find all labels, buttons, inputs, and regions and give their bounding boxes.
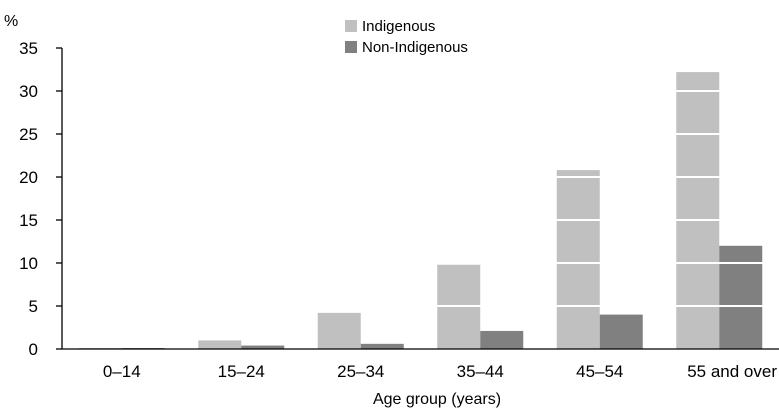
y-tick-label: 25 — [19, 125, 38, 144]
bar-non-indigenous — [719, 245, 763, 349]
bar-indigenous — [556, 170, 600, 349]
legend-swatch — [345, 20, 357, 32]
legend: Indigenous Non-Indigenous — [345, 18, 468, 56]
bar-indigenous — [676, 72, 720, 349]
bar-non-indigenous — [360, 343, 404, 349]
x-axis-title: Age group (years) — [373, 391, 501, 408]
gridlines — [63, 47, 779, 307]
x-axis: 0–14 15–24 25–34 35–44 45–54 55 and over — [62, 348, 779, 381]
bar-non-indigenous — [480, 330, 524, 349]
x-tick-label: 15–24 — [218, 362, 265, 381]
legend-label: Non-Indigenous — [362, 39, 468, 56]
y-unit-label: % — [4, 13, 18, 30]
bar-non-indigenous — [599, 314, 643, 349]
y-tick-label: 30 — [19, 82, 38, 101]
x-tick-label: 0–14 — [103, 362, 141, 381]
y-tick-label: 10 — [19, 254, 38, 273]
legend-label: Indigenous — [362, 18, 435, 35]
x-tick-label: 55 and over — [687, 362, 777, 381]
y-axis: 0 5 10 15 20 25 30 35 — [19, 39, 63, 359]
x-tick-label: 35–44 — [457, 362, 504, 381]
legend-swatch — [345, 41, 357, 53]
y-tick-label: 35 — [19, 39, 38, 58]
y-tick-label: 20 — [19, 168, 38, 187]
y-tick-label: 5 — [29, 297, 38, 316]
bars — [78, 72, 763, 349]
x-tick-label: 45–54 — [576, 362, 623, 381]
bar-non-indigenous — [241, 345, 285, 349]
y-tick-label: 15 — [19, 211, 38, 230]
y-tick-label: 0 — [29, 340, 38, 359]
bar-indigenous — [198, 340, 242, 349]
x-tick-label: 25–34 — [337, 362, 384, 381]
bar-indigenous — [317, 312, 361, 349]
